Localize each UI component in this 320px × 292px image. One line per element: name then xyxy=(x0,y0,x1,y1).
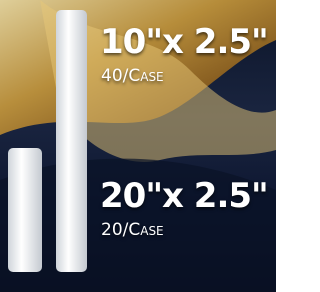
tall-cartridge xyxy=(56,10,87,272)
short-cartridge xyxy=(8,148,42,272)
pack-label: 40/Case xyxy=(101,66,164,86)
size-label: 10"x 2.5" xyxy=(100,22,268,62)
product-banner: 10"x 2.5" 40/Case 20"x 2.5" 20/Case xyxy=(0,0,276,292)
pack-label: 20/Case xyxy=(101,220,164,240)
size-label: 20"x 2.5" xyxy=(100,176,268,216)
